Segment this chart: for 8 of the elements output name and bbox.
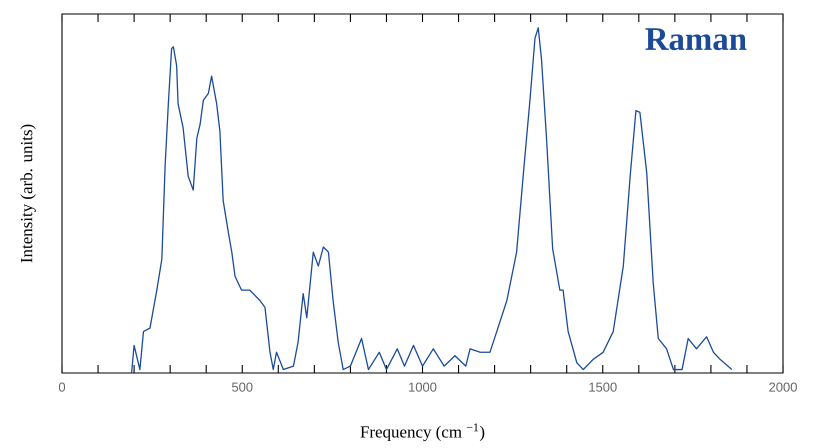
x-tick-label: 0 xyxy=(58,382,66,392)
y-axis-title: Intensity (arb. units) xyxy=(20,124,36,263)
x-tick-label: 2000 xyxy=(769,382,797,392)
x-tick-label: 500 xyxy=(232,382,253,392)
x-tick-label: 1500 xyxy=(589,382,617,392)
x-axis-title: Frequency (cm $^{−1}$) xyxy=(360,423,484,442)
x-tick-label: 1000 xyxy=(409,382,436,392)
annotation: Raman xyxy=(645,28,747,50)
